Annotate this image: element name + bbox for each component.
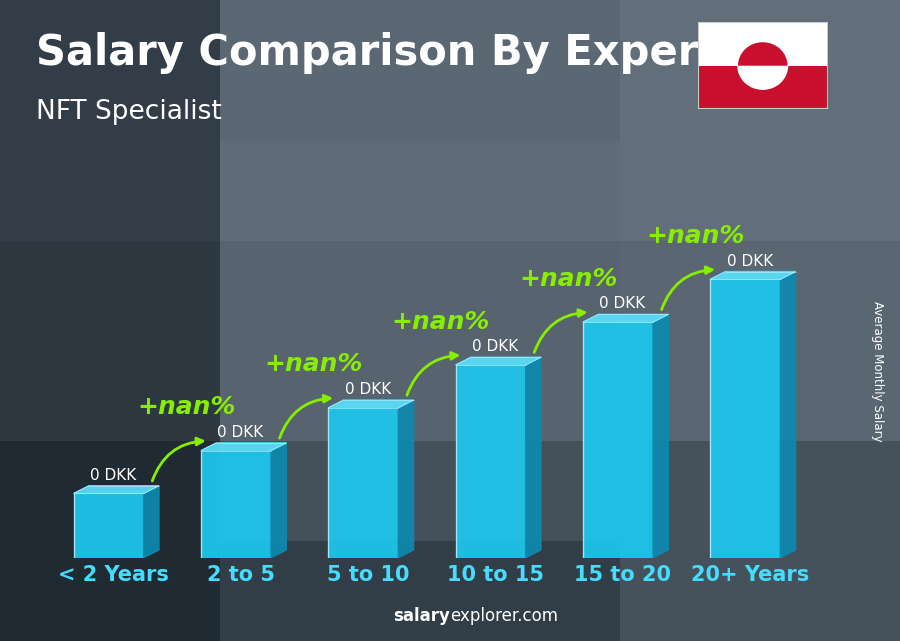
Polygon shape <box>144 486 159 558</box>
Text: 20+ Years: 20+ Years <box>691 565 809 585</box>
Text: Average Monthly Salary: Average Monthly Salary <box>871 301 884 442</box>
Text: 15 to 20: 15 to 20 <box>574 565 671 585</box>
Text: 5 to 10: 5 to 10 <box>327 565 410 585</box>
Text: 0 DKK: 0 DKK <box>472 339 518 354</box>
Bar <box>220 141 620 541</box>
Text: 10 to 15: 10 to 15 <box>446 565 544 585</box>
Polygon shape <box>710 272 796 279</box>
Polygon shape <box>328 400 414 408</box>
Text: 0 DKK: 0 DKK <box>599 296 645 312</box>
Polygon shape <box>455 357 541 365</box>
Bar <box>328 408 399 558</box>
Text: NFT Specialist: NFT Specialist <box>36 99 221 126</box>
Polygon shape <box>583 314 669 322</box>
Polygon shape <box>653 314 669 558</box>
Text: 0 DKK: 0 DKK <box>727 254 773 269</box>
Bar <box>620 0 900 641</box>
Bar <box>455 365 526 558</box>
Polygon shape <box>74 486 159 494</box>
Text: < 2 Years: < 2 Years <box>58 565 168 585</box>
Polygon shape <box>526 357 541 558</box>
Bar <box>0 0 220 641</box>
Text: 0 DKK: 0 DKK <box>218 425 264 440</box>
Wedge shape <box>738 42 788 66</box>
Circle shape <box>738 42 788 89</box>
Text: 0 DKK: 0 DKK <box>90 468 137 483</box>
Polygon shape <box>399 400 414 558</box>
Text: 2 to 5: 2 to 5 <box>207 565 274 585</box>
Bar <box>0 441 900 641</box>
Bar <box>201 451 271 558</box>
Bar <box>710 279 780 558</box>
Polygon shape <box>201 443 286 451</box>
Bar <box>74 494 144 558</box>
Text: +nan%: +nan% <box>265 353 363 376</box>
Text: salary: salary <box>393 607 450 625</box>
Text: explorer.com: explorer.com <box>450 607 558 625</box>
Bar <box>583 322 653 558</box>
Bar <box>698 66 828 109</box>
Polygon shape <box>271 443 286 558</box>
Text: 0 DKK: 0 DKK <box>345 382 391 397</box>
Bar <box>0 0 900 241</box>
Bar <box>698 22 828 66</box>
Text: +nan%: +nan% <box>646 224 745 248</box>
Text: +nan%: +nan% <box>137 395 236 419</box>
Text: +nan%: +nan% <box>392 310 491 334</box>
Text: +nan%: +nan% <box>519 267 617 291</box>
Text: Salary Comparison By Experience: Salary Comparison By Experience <box>36 32 824 74</box>
Polygon shape <box>780 272 796 558</box>
